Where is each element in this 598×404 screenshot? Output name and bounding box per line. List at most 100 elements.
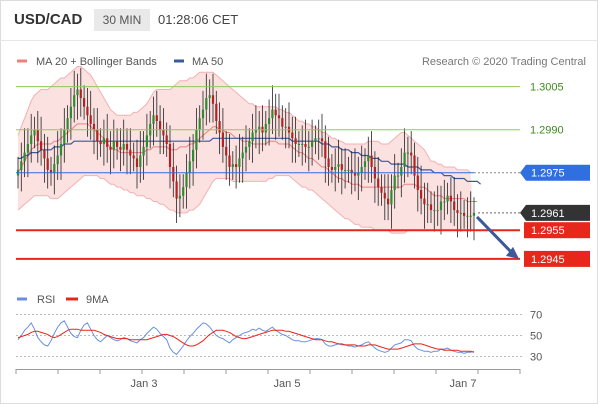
candle [56,131,59,180]
candle-body [469,215,472,217]
candle [307,131,310,172]
candle-body [182,187,185,196]
rsi-legend-label: RSI [37,294,55,306]
candle-body [254,129,257,133]
candle [83,85,86,120]
support-level-tag [524,222,590,239]
candle-body [129,149,132,156]
candle [357,156,360,200]
rsi-tick-label: 50 [530,331,542,343]
candle-body [231,164,234,167]
candle-body [344,169,347,171]
candle [129,128,132,175]
support-level-label: 1.2955 [531,225,565,237]
candle [211,73,215,123]
bollinger-legend-label: MA 20 + Bollinger Bands [36,56,157,68]
candle-body [66,118,69,130]
candle [317,119,320,160]
candle-body [228,155,231,167]
symbol-title: USD/CAD [14,11,83,28]
candle-body [258,126,261,130]
candle [218,102,221,155]
candle-body [443,201,446,203]
candle [396,162,400,189]
candle-body [201,109,205,119]
candle [86,88,89,137]
candle [268,99,271,146]
candle [416,156,419,212]
candle [436,185,439,226]
rsi-tick-label: 30 [530,352,542,364]
rsi-ma-legend-label: 9MA [86,294,109,306]
candle-body [413,155,416,176]
candle-body [353,172,357,176]
candle-body [40,141,43,150]
candle [304,119,307,163]
candle-body [337,164,340,167]
candle-body [340,164,343,170]
candle [89,90,92,140]
candle-body [76,89,79,96]
candle [330,154,333,183]
candle-body [43,149,46,159]
candle-body [459,212,462,214]
candle [228,134,231,186]
candle [426,182,429,223]
bollinger-upper-line [17,66,472,174]
candle-body [26,144,29,153]
candle [106,113,109,163]
candle-body [102,138,105,144]
candle [241,136,244,183]
candle-body [357,172,360,176]
candle [301,125,304,166]
candle [410,131,413,175]
candle [370,131,373,183]
candle [162,108,165,155]
candle [347,156,350,183]
interval-button[interactable]: 30 MIN [94,9,150,31]
candle-body [248,141,251,147]
candle-body [205,98,208,110]
candle-body [132,155,135,159]
candle-body [449,195,452,202]
candle-body [456,210,459,213]
candle-body [162,129,165,136]
candle [192,134,195,186]
candle-body [311,141,314,147]
candle-body [463,212,466,216]
candle [251,113,254,163]
candle-body [36,129,39,142]
candle-body [59,144,63,156]
candle-body [69,106,72,119]
candle-body [211,95,215,104]
candle-body [284,126,287,128]
candle [291,116,294,163]
candle-body [297,144,300,145]
candle-body [20,161,23,170]
candle-body [165,135,168,144]
candle [380,174,383,206]
candle [201,90,205,140]
candle [198,105,201,143]
candle-body [192,149,195,162]
last-price-label: 1.2961 [531,208,565,220]
rsi-ma-line [17,328,475,353]
candle [294,116,297,163]
candle-body [73,95,76,107]
candle [53,145,56,195]
timestamp: 01:28:06 CET [158,12,239,27]
levels-layer: 1.3005 1.2990 1.2975 1.2961 1.2955 1.2945 [16,82,590,267]
candle [393,154,396,209]
candle [96,108,99,160]
candle [274,93,277,140]
candle-body [360,167,363,173]
candle [453,177,456,226]
candle [73,70,76,123]
candle-body [152,115,155,124]
pivot-level-tag [520,164,590,181]
candle-body [159,121,162,130]
candle-body [33,129,36,136]
candle [119,128,122,172]
candle [20,142,23,192]
